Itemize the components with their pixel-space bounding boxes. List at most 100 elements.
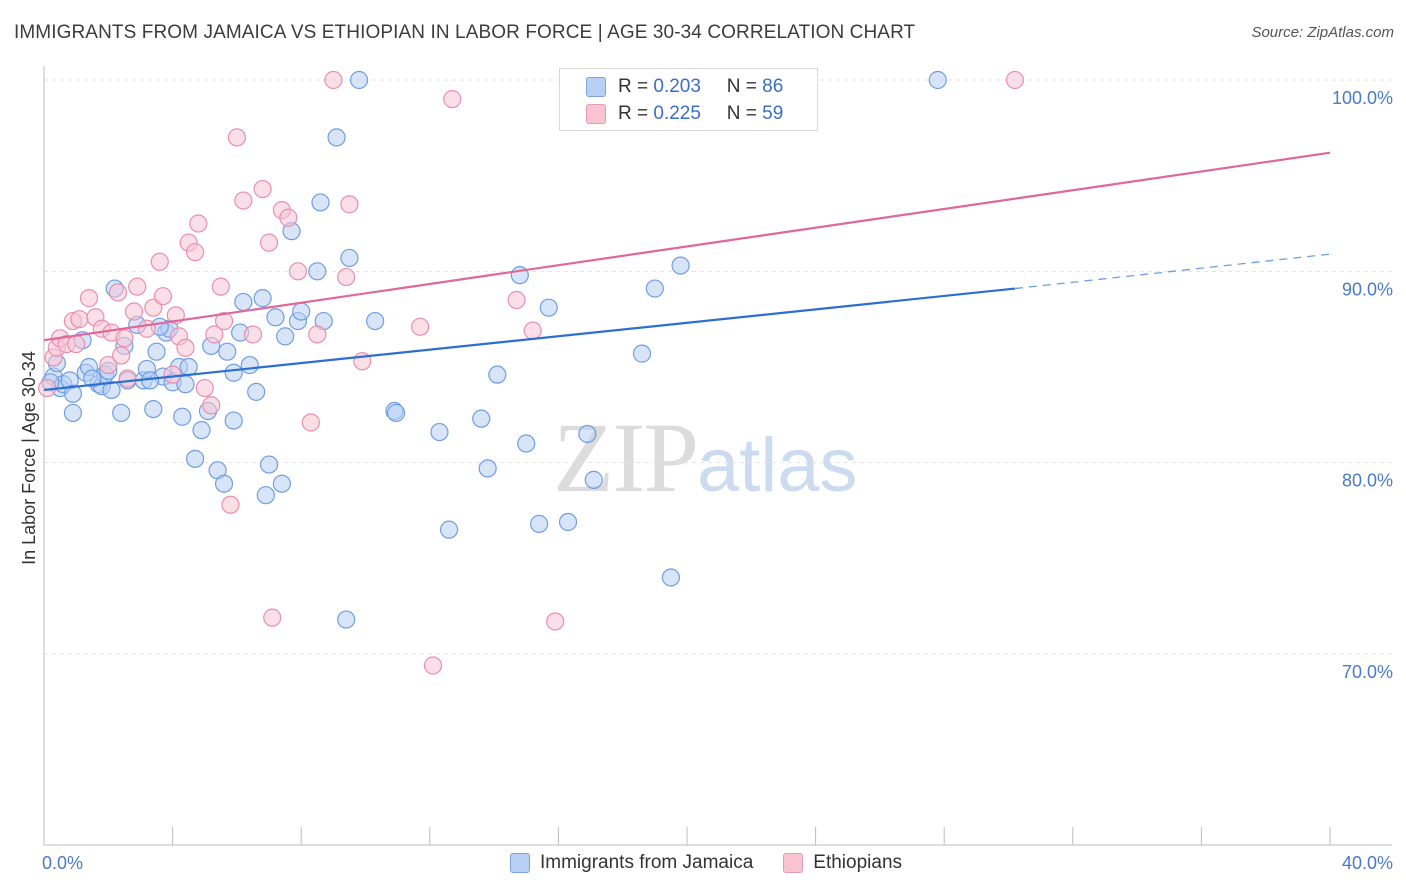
point-ethiopians: [112, 346, 131, 365]
point-ethiopians: [70, 310, 89, 329]
point-jamaica: [928, 70, 947, 90]
point-ethiopians: [523, 321, 542, 340]
watermark-zip: ZIP: [553, 402, 699, 513]
point-jamaica: [102, 380, 121, 400]
point-jamaica: [386, 403, 406, 423]
point-jamaica: [266, 308, 285, 327]
point-ethiopians: [546, 612, 565, 631]
correlation-legend: R = 0.203 N = 86 R = 0.225 N = 59: [559, 68, 818, 131]
point-ethiopians: [124, 302, 144, 321]
point-ethiopians: [234, 191, 253, 210]
trendline-ethiopians: [43, 151, 1331, 342]
legend-row-ethiopians: R = 0.225 N = 59: [586, 102, 783, 126]
point-jamaica: [472, 409, 491, 428]
point-jamaica: [349, 70, 369, 90]
point-jamaica: [584, 470, 603, 489]
point-jamaica: [340, 248, 359, 268]
y-axis-title: In Labor Force | Age 30-34: [19, 351, 39, 565]
point-ethiopians: [324, 70, 343, 90]
point-jamaica: [179, 357, 198, 377]
point-ethiopians: [301, 413, 320, 432]
point-jamaica: [234, 292, 253, 312]
point-jamaica: [478, 459, 497, 478]
point-ethiopians: [99, 355, 118, 375]
trendline-jamaica-extension: [1014, 253, 1331, 290]
point-jamaica: [272, 474, 292, 493]
point-ethiopians: [227, 128, 246, 147]
legend-swatch-ethiopians: [586, 104, 606, 124]
point-jamaica: [661, 568, 681, 587]
point-jamaica: [671, 256, 690, 275]
point-jamaica: [488, 365, 507, 384]
point-jamaica: [256, 486, 275, 505]
point-jamaica: [63, 403, 83, 423]
series-legend: Immigrants from Jamaica Ethiopians: [510, 852, 932, 874]
point-jamaica: [578, 424, 597, 444]
point-ethiopians: [1005, 70, 1025, 90]
point-jamaica: [292, 302, 311, 321]
point-ethiopians: [195, 378, 214, 398]
y-tick-label: 80.0%: [1342, 471, 1393, 491]
point-jamaica: [327, 128, 346, 147]
point-ethiopians: [259, 233, 279, 252]
point-ethiopians: [263, 608, 282, 627]
point-jamaica: [218, 342, 237, 361]
point-jamaica: [247, 382, 266, 401]
point-jamaica: [645, 279, 664, 298]
legend-n-value-jamaica: 86: [762, 76, 784, 97]
point-jamaica: [63, 384, 83, 403]
y-tick-label: 100.0%: [1332, 88, 1393, 108]
watermark: ZIPatlas: [553, 400, 858, 515]
series-legend-jamaica[interactable]: Immigrants from Jamaica: [510, 852, 753, 874]
point-ethiopians: [423, 656, 443, 675]
point-ethiopians: [153, 287, 173, 306]
point-jamaica: [240, 355, 259, 375]
point-ethiopians: [115, 329, 134, 348]
point-ethiopians: [137, 319, 156, 338]
point-ethiopians: [118, 369, 137, 388]
point-ethiopians: [253, 179, 272, 199]
source-credit: Source: ZipAtlas.com: [1251, 24, 1394, 41]
point-jamaica: [144, 399, 163, 419]
point-jamaica: [173, 407, 192, 426]
watermark-atlas: atlas: [697, 423, 858, 508]
point-jamaica: [530, 514, 549, 533]
point-ethiopians: [443, 90, 462, 109]
point-jamaica: [539, 298, 558, 317]
point-ethiopians: [221, 495, 240, 514]
series-label-ethiopians: Ethiopians: [813, 852, 903, 873]
point-jamaica: [224, 411, 243, 430]
point-ethiopians: [67, 334, 86, 354]
point-ethiopians: [211, 277, 230, 296]
series-label-jamaica: Immigrants from Jamaica: [540, 852, 754, 873]
point-ethiopians: [163, 365, 182, 384]
series-swatch-jamaica: [510, 853, 530, 873]
legend-r-label: R =: [618, 103, 649, 124]
point-ethiopians: [108, 283, 128, 302]
point-jamaica: [517, 434, 536, 453]
point-ethiopians: [205, 325, 224, 344]
point-jamaica: [337, 610, 356, 629]
point-jamaica: [632, 344, 652, 363]
point-jamaica: [439, 520, 459, 539]
point-jamaica: [366, 311, 385, 331]
point-jamaica: [311, 193, 330, 212]
legend-r-label: R =: [618, 76, 649, 97]
point-ethiopians: [337, 267, 356, 287]
x-tick-label: 0.0%: [42, 853, 83, 873]
series-swatch-ethiopians: [783, 853, 804, 873]
y-tick-label: 90.0%: [1342, 279, 1393, 299]
point-jamaica: [112, 403, 131, 423]
point-ethiopians: [186, 243, 205, 262]
series-legend-ethiopians[interactable]: Ethiopians: [783, 852, 902, 874]
point-jamaica: [224, 363, 243, 382]
point-ethiopians: [176, 338, 195, 357]
point-ethiopians: [507, 290, 526, 310]
point-jamaica: [276, 327, 295, 346]
point-jamaica: [253, 289, 272, 308]
point-jamaica: [430, 422, 449, 442]
point-ethiopians: [150, 252, 169, 271]
point-jamaica: [259, 455, 279, 474]
point-jamaica: [308, 262, 327, 281]
